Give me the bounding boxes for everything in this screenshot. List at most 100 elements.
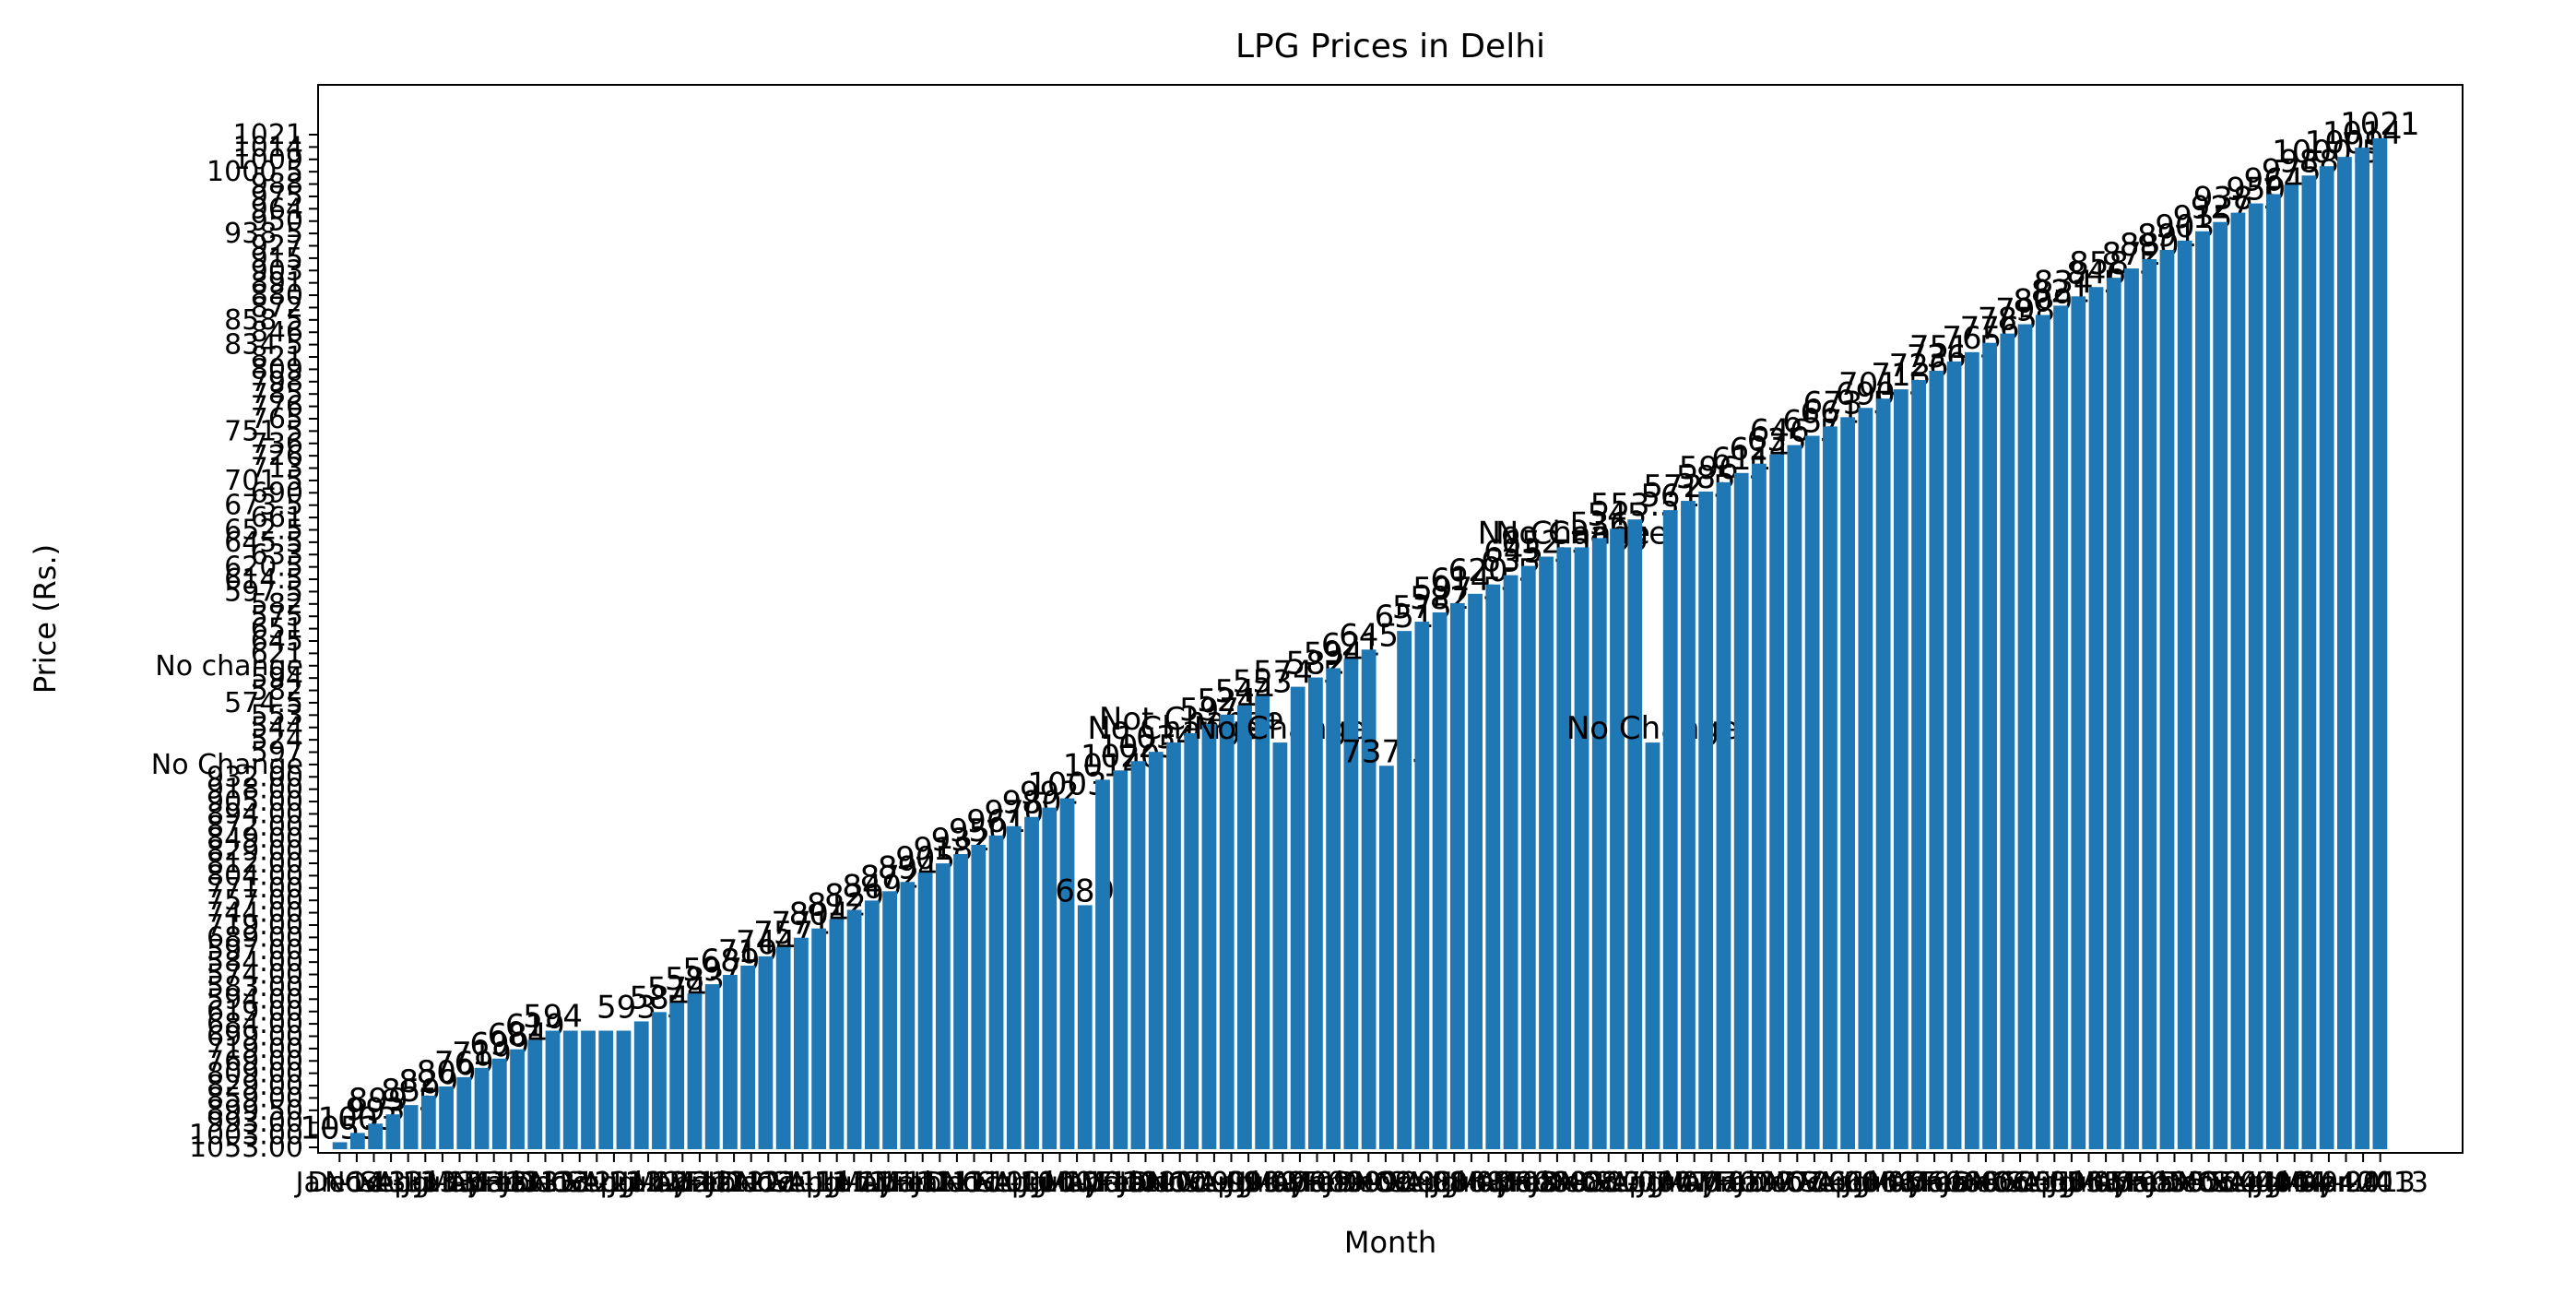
y-tick-label: 834.5 bbox=[224, 329, 303, 362]
x-tick-label: Dec-12 bbox=[514, 1167, 612, 1199]
bar bbox=[385, 1114, 401, 1149]
x-tick-label: Mar-08 bbox=[1492, 1167, 1588, 1199]
x-tick-label: Apr-07 bbox=[1683, 1167, 1774, 1199]
y-tick-label: 582 bbox=[251, 675, 303, 707]
bar bbox=[1875, 398, 1891, 1149]
bar bbox=[971, 844, 987, 1149]
data-label: 1014 bbox=[1063, 747, 1143, 784]
plot-frame bbox=[317, 84, 2464, 1154]
x-tick-label: Nov-04 bbox=[2177, 1167, 2275, 1199]
y-tick-label: 524 bbox=[251, 724, 303, 756]
y-tick-label: 880 bbox=[251, 279, 303, 312]
x-tick-label: Apr-06 bbox=[1889, 1167, 1980, 1199]
bar bbox=[2159, 249, 2175, 1149]
bar bbox=[1432, 611, 1448, 1149]
x-tick-label: Jul-04 bbox=[2253, 1167, 2334, 1199]
x-tick-label: Sep-08 bbox=[1388, 1167, 1486, 1199]
x-tick-label: May-07 bbox=[1660, 1167, 1763, 1199]
bar bbox=[1645, 742, 1660, 1149]
y-tick-label: 673.5 bbox=[224, 490, 303, 522]
x-tick-label: Jun-09 bbox=[1236, 1167, 1327, 1199]
y-tick-label: 849.00 bbox=[207, 823, 303, 855]
y-tick-label: 829.00 bbox=[207, 836, 303, 868]
bar bbox=[1468, 593, 1483, 1149]
x-tick-label: Sep-09 bbox=[1183, 1167, 1281, 1199]
bar bbox=[2017, 324, 2033, 1149]
bar bbox=[1503, 575, 1518, 1149]
bar bbox=[1361, 649, 1377, 1149]
bar bbox=[1113, 770, 1128, 1149]
bar bbox=[1574, 547, 1589, 1149]
bar bbox=[1237, 705, 1252, 1149]
x-axis-label: Month bbox=[1344, 1225, 1436, 1260]
y-tick-label: 619.00 bbox=[207, 996, 303, 1028]
bar bbox=[1662, 510, 1678, 1149]
x-tick-label: Oct-12 bbox=[550, 1167, 644, 1199]
y-tick-label: 553 bbox=[251, 699, 303, 731]
x-tick-label: May-04 bbox=[2278, 1167, 2381, 1199]
y-tick-label: 1003.00 bbox=[189, 1120, 303, 1152]
bar bbox=[332, 1142, 348, 1149]
x-tick-label: Sep-05 bbox=[2006, 1167, 2104, 1199]
data-label: 553 bbox=[1233, 664, 1293, 701]
x-tick-label: Jan-07 bbox=[1734, 1167, 1824, 1199]
bar bbox=[2195, 231, 2210, 1149]
x-tick-label: Sep-12 bbox=[565, 1167, 663, 1199]
x-tick-label: Nov-13 bbox=[325, 1167, 423, 1199]
y-tick-label: 821 bbox=[251, 341, 303, 374]
x-tick-label: Feb-10 bbox=[1098, 1167, 1192, 1199]
x-tick-label: Dec-08 bbox=[1336, 1167, 1435, 1199]
y-tick-label: 583.00 bbox=[207, 971, 303, 1003]
x-tick-label: Jun-04 bbox=[2265, 1167, 2356, 1199]
x-tick-label: Oct-04 bbox=[2196, 1167, 2289, 1199]
y-tick-label: 1053.00 bbox=[189, 1132, 303, 1164]
y-tick-label: 859.00 bbox=[207, 1082, 303, 1114]
x-tick-label: Mar-11 bbox=[875, 1167, 971, 1199]
x-tick-label: Sep-11 bbox=[771, 1167, 869, 1199]
y-tick-label: 597.5 bbox=[224, 576, 303, 608]
x-tick-label: Jul-12 bbox=[607, 1167, 687, 1199]
bar bbox=[1148, 752, 1164, 1149]
y-tick-label: 719.00 bbox=[207, 909, 303, 942]
x-tick-label: Apr-09 bbox=[1271, 1167, 1363, 1199]
x-tick-label: Aug-07 bbox=[1611, 1167, 1710, 1199]
y-tick-label: 661 bbox=[251, 502, 303, 534]
bar bbox=[2071, 296, 2086, 1150]
bar bbox=[1556, 547, 1572, 1149]
y-tick-label: 684.00 bbox=[207, 1008, 303, 1040]
x-tick-label: Nov-06 bbox=[1766, 1167, 1864, 1199]
bar bbox=[882, 891, 897, 1149]
data-label: 1034 bbox=[1116, 719, 1196, 756]
bar bbox=[2213, 221, 2228, 1149]
bar bbox=[900, 882, 916, 1149]
data-label: Not Change bbox=[1099, 701, 1284, 738]
bar bbox=[758, 956, 774, 1149]
bar bbox=[491, 1058, 507, 1149]
bar bbox=[562, 1030, 578, 1149]
bar bbox=[2284, 184, 2299, 1149]
bar bbox=[2088, 287, 2104, 1149]
y-tick-label: 809 bbox=[251, 353, 303, 386]
x-tick-label: Jul-11 bbox=[813, 1167, 893, 1199]
y-tick-label: 975 bbox=[251, 181, 303, 213]
bar bbox=[811, 928, 827, 1149]
x-tick-label: Dec-09 bbox=[1130, 1167, 1229, 1199]
y-tick-label: 620.5 bbox=[224, 552, 303, 584]
y-tick-label: 584.00 bbox=[207, 946, 303, 979]
y-tick-label: 812.00 bbox=[207, 848, 303, 880]
bar bbox=[1485, 584, 1501, 1149]
bar bbox=[1964, 351, 1979, 1149]
bar bbox=[1095, 779, 1110, 1149]
bar bbox=[2337, 157, 2352, 1149]
bar bbox=[704, 984, 720, 1149]
y-tick-label: 757.00 bbox=[207, 884, 303, 917]
x-tick-label: Jan-08 bbox=[1529, 1167, 1618, 1199]
x-tick-label: Mar-05 bbox=[2109, 1167, 2205, 1199]
x-tick-label: Oct-11 bbox=[756, 1167, 849, 1199]
bar bbox=[794, 937, 809, 1149]
x-tick-label: Jan-14 bbox=[294, 1167, 384, 1199]
y-tick-label: 652.5 bbox=[224, 514, 303, 546]
bar bbox=[1201, 723, 1217, 1149]
x-tick-label: Jan-13 bbox=[500, 1167, 589, 1199]
y-tick-label: No change bbox=[155, 650, 303, 683]
